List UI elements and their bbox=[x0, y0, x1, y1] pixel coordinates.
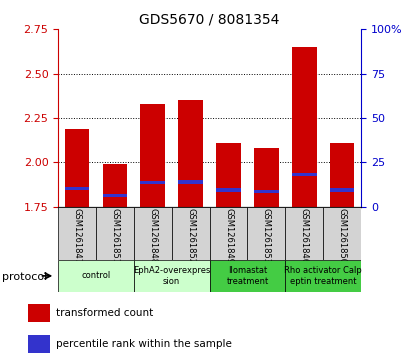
Bar bbox=[323, 207, 361, 260]
Bar bbox=[216, 188, 241, 192]
Bar bbox=[330, 188, 354, 192]
Bar bbox=[286, 260, 361, 292]
Bar bbox=[254, 148, 279, 207]
Bar bbox=[28, 304, 50, 322]
Bar bbox=[210, 260, 286, 292]
Bar bbox=[216, 143, 241, 207]
Text: transformed count: transformed count bbox=[56, 308, 153, 318]
Bar bbox=[247, 207, 285, 260]
Text: GSM1261851: GSM1261851 bbox=[110, 208, 120, 265]
Bar bbox=[58, 260, 134, 292]
Bar bbox=[330, 143, 354, 207]
Bar bbox=[140, 181, 165, 184]
Text: percentile rank within the sample: percentile rank within the sample bbox=[56, 339, 232, 349]
Text: GSM1261853: GSM1261853 bbox=[262, 208, 271, 265]
Bar bbox=[172, 207, 210, 260]
Bar bbox=[134, 207, 172, 260]
Bar bbox=[103, 194, 127, 197]
Text: EphA2-overexpres
sion: EphA2-overexpres sion bbox=[133, 266, 210, 286]
Bar bbox=[140, 104, 165, 207]
Bar bbox=[292, 47, 317, 207]
Text: GSM1261847: GSM1261847 bbox=[73, 208, 81, 265]
Text: protocol: protocol bbox=[2, 272, 47, 282]
Bar bbox=[103, 164, 127, 207]
Bar bbox=[65, 187, 89, 190]
Bar bbox=[292, 173, 317, 176]
Text: Ilomastat
treatment: Ilomastat treatment bbox=[226, 266, 269, 286]
Title: GDS5670 / 8081354: GDS5670 / 8081354 bbox=[139, 12, 280, 26]
Text: GSM1261849: GSM1261849 bbox=[224, 208, 233, 265]
Bar bbox=[254, 190, 279, 193]
Text: GSM1261850: GSM1261850 bbox=[338, 208, 347, 265]
Bar bbox=[178, 100, 203, 207]
Text: Rho activator Calp
eptin treatment: Rho activator Calp eptin treatment bbox=[284, 266, 362, 286]
Text: GSM1261852: GSM1261852 bbox=[186, 208, 195, 265]
Text: GSM1261846: GSM1261846 bbox=[300, 208, 309, 265]
Bar bbox=[178, 180, 203, 184]
Bar bbox=[210, 207, 247, 260]
Bar bbox=[65, 129, 89, 207]
Bar bbox=[28, 335, 50, 353]
Text: GSM1261848: GSM1261848 bbox=[148, 208, 157, 265]
Bar bbox=[96, 207, 134, 260]
Bar bbox=[286, 207, 323, 260]
Text: control: control bbox=[81, 272, 110, 280]
Bar bbox=[134, 260, 210, 292]
Bar bbox=[58, 207, 96, 260]
